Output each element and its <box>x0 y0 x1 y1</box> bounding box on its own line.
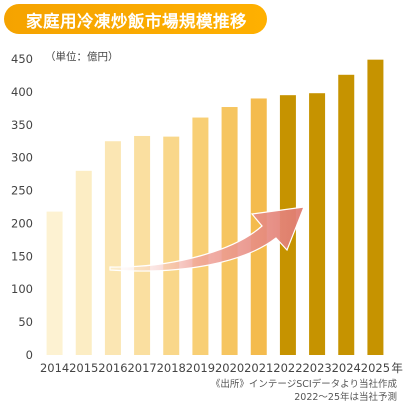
bar-2019 <box>192 117 209 355</box>
bar-2024 <box>338 74 355 355</box>
y-tick-label: 350 <box>11 118 33 132</box>
x-axis: 2014 2015 2016 2017 2018 2019 2020 2021 2022 2023… <box>40 361 403 375</box>
x-tick-label-2018: 2018 <box>157 361 186 375</box>
y-tick-label: 100 <box>11 282 33 296</box>
x-tick-label-2015: 2015 <box>69 361 98 375</box>
trend-arrow-annotation <box>109 206 305 272</box>
chart-title-pill: 家庭用冷凍炒飯市場規模推移 <box>4 4 267 34</box>
bar-2025 <box>367 59 384 355</box>
y-tick-label: 50 <box>18 315 33 329</box>
x-unit-suffix: 年 <box>391 361 403 375</box>
x-tick-label-2022: 2022 <box>273 361 302 375</box>
y-tick-label: 400 <box>11 85 33 99</box>
x-tick-label-2016: 2016 <box>98 361 127 375</box>
bar-2021 <box>250 98 267 355</box>
bar-2018 <box>163 136 180 355</box>
y-tick-label: 200 <box>11 216 33 230</box>
y-tick-label: 250 <box>11 184 33 198</box>
y-tick-label: 300 <box>11 151 33 165</box>
x-tick-label-2023: 2023 <box>302 361 331 375</box>
bar-2014 <box>46 211 63 355</box>
y-tick-label: 0 <box>26 348 33 362</box>
chart-title: 家庭用冷凍炒飯市場規模推移 <box>26 12 247 31</box>
x-tick-label-2021: 2021 <box>244 361 273 375</box>
bar-2015 <box>75 170 92 355</box>
source-note: 《出所》インテージSCIデータより当社作成 <box>210 379 397 390</box>
y-tick-label: 150 <box>11 249 33 263</box>
x-tick-label-2024: 2024 <box>332 361 361 375</box>
forecast-note: 2022〜25年は当社予測 <box>294 392 397 403</box>
bars <box>46 59 384 356</box>
bar-2023 <box>309 93 326 356</box>
x-tick-label-2019: 2019 <box>186 361 215 375</box>
x-tick-label-2014: 2014 <box>40 361 69 375</box>
x-tick-label-2025: 2025 <box>361 361 390 375</box>
x-tick-label-2020: 2020 <box>215 361 244 375</box>
bar-2020 <box>221 107 238 355</box>
y-tick-label: 450 <box>11 52 33 66</box>
y-axis: 0 50 100 150 200 250 300 350 400 450 <box>11 52 33 362</box>
bar-2016 <box>104 141 121 355</box>
x-tick-label-2017: 2017 <box>127 361 156 375</box>
unit-label: （単位：億円） <box>45 51 119 63</box>
bar-2017 <box>134 135 151 355</box>
